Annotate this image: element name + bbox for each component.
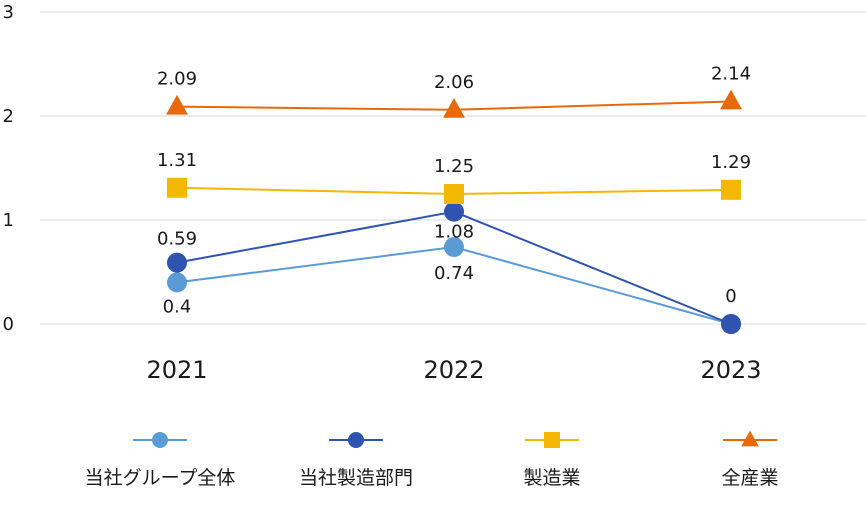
data-label: 0.59 <box>157 229 197 250</box>
legend-label: 全産業 <box>721 467 778 489</box>
data-label: 1.08 <box>434 222 474 243</box>
data-label: 2.14 <box>711 63 751 84</box>
legend: 当社グループ全体 当社製造部門 製造業 全産業 <box>85 430 779 489</box>
data-point <box>167 177 187 198</box>
y-tick-label: 2 <box>3 106 14 127</box>
data-point <box>721 314 741 334</box>
data-label: 2.09 <box>157 69 197 90</box>
data-point <box>741 430 759 447</box>
x-tick-labels: 2021 2022 2023 <box>146 356 761 384</box>
y-tick-label: 0 <box>3 314 14 335</box>
data-label: 0 <box>725 286 736 307</box>
legend-label: 当社グループ全体 <box>85 467 236 489</box>
data-label: 0.74 <box>434 263 474 284</box>
y-tick-label: 1 <box>3 210 14 231</box>
x-tick-label: 2023 <box>700 356 761 384</box>
data-label: 1.31 <box>157 150 197 171</box>
data-point <box>152 432 168 448</box>
legend-label: 製造業 <box>523 467 580 489</box>
data-point <box>444 201 464 222</box>
data-point <box>348 432 364 448</box>
data-point <box>167 272 187 293</box>
data-point <box>444 237 464 258</box>
data-label: 1.29 <box>711 152 751 173</box>
series-markers <box>166 89 742 334</box>
x-tick-label: 2022 <box>423 356 484 384</box>
y-tick-labels: 0 1 2 3 <box>3 2 14 335</box>
data-point <box>167 252 187 273</box>
data-label: 2.06 <box>434 72 474 93</box>
legend-label: 当社製造部門 <box>299 467 413 489</box>
x-tick-label: 2021 <box>146 356 207 384</box>
y-tick-label: 3 <box>3 2 14 23</box>
data-label: 1.25 <box>434 156 474 177</box>
data-label: 0.4 <box>163 296 192 317</box>
data-point <box>444 184 464 204</box>
data-point <box>166 94 188 115</box>
data-point <box>544 432 560 448</box>
series-line <box>176 246 732 325</box>
data-labels: 0.4 0.74 0.59 1.08 0 1.31 1.25 1.29 2.09 2.06 2.14 <box>157 63 751 317</box>
data-point <box>721 179 741 200</box>
data-point <box>720 89 742 110</box>
data-point <box>443 97 465 118</box>
